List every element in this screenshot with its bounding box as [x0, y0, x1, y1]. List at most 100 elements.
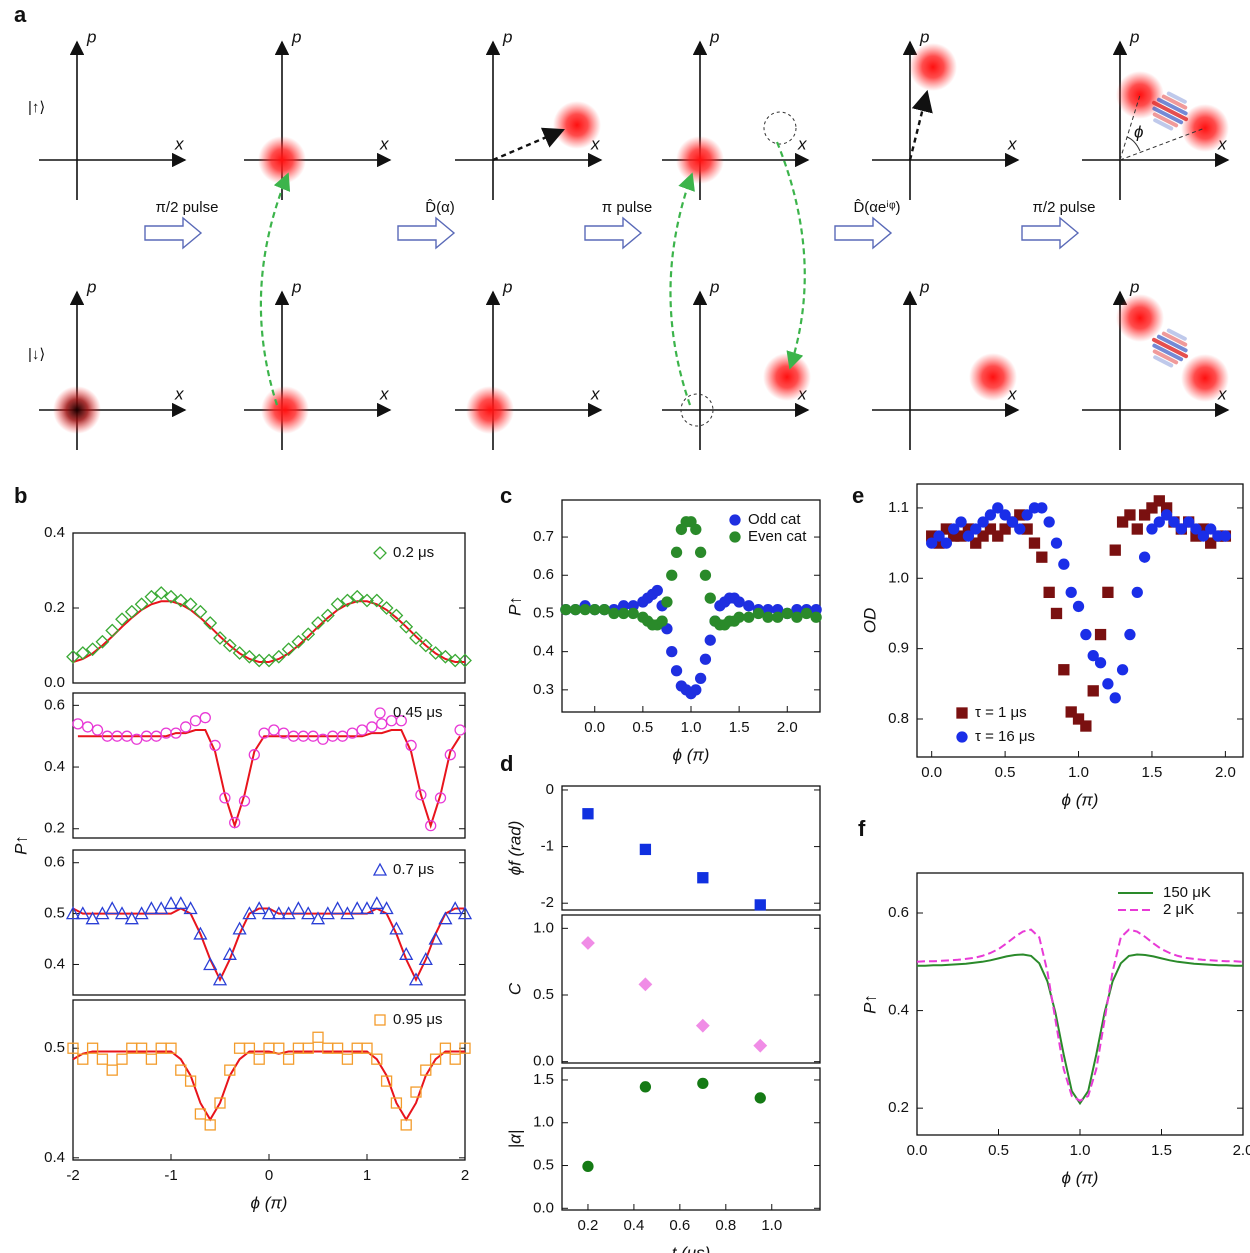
data-point: [1131, 523, 1143, 535]
data-point: [1094, 657, 1107, 669]
fringe: [1152, 343, 1184, 362]
step-arrow: [834, 216, 893, 250]
data-point: [638, 977, 653, 992]
data-point: [762, 611, 774, 623]
data-point: [366, 721, 378, 733]
x-tick-label: 0: [265, 1167, 273, 1184]
data-point: [694, 546, 707, 558]
x-tick-label: 2.0: [777, 719, 798, 736]
data-point: [449, 1053, 461, 1065]
data-point: [661, 596, 673, 608]
data-point: [379, 901, 394, 915]
data-point: [262, 653, 276, 668]
data-point: [268, 724, 280, 736]
data-point: [389, 921, 404, 935]
x-tick-label: 2.0: [1215, 764, 1236, 781]
x-tick-label: 1.5: [1151, 1142, 1172, 1159]
data-point: [1028, 537, 1041, 549]
data-point: [999, 509, 1011, 521]
data-point: [66, 649, 80, 664]
data-point: [1146, 502, 1158, 514]
data-point: [311, 616, 325, 630]
data-point: [85, 642, 100, 657]
data-point: [1094, 628, 1107, 641]
axis-p-label: p: [86, 27, 96, 46]
data-line: [916, 928, 1244, 1102]
data-point: [282, 1053, 295, 1065]
data-point: [1065, 706, 1077, 718]
legend-label: 0.7 μs: [393, 861, 434, 878]
data-point: [1138, 551, 1151, 563]
data-point: [448, 653, 463, 668]
displacement-arrow: [908, 89, 933, 161]
data-point: [743, 600, 755, 612]
y-tick-label: 0.0: [533, 1199, 554, 1216]
data-point: [753, 1038, 768, 1053]
data-point: [1072, 713, 1085, 725]
data-point: [184, 1075, 197, 1087]
data-point: [134, 906, 149, 920]
data-point: [743, 611, 755, 623]
data-point: [439, 1042, 452, 1054]
wavepacket: [553, 101, 601, 149]
data-point: [418, 638, 433, 653]
y-tick-label: -1: [541, 838, 554, 855]
data-point: [350, 901, 365, 915]
x-tick-label: 1: [363, 1167, 371, 1184]
data-point: [948, 523, 960, 535]
axis-p-label: p: [291, 277, 301, 296]
legend-swatch: [372, 862, 388, 876]
data-point: [114, 906, 130, 920]
data-point: [291, 634, 306, 649]
data-point: [82, 721, 94, 733]
data-point: [1036, 502, 1048, 514]
data-point: [1124, 509, 1136, 521]
data-point: [1080, 720, 1092, 732]
data-point: [666, 645, 678, 658]
data-point: [380, 1075, 393, 1087]
data-point: [970, 537, 982, 549]
data-point: [656, 615, 668, 627]
data-point: [209, 739, 221, 752]
data-point: [408, 972, 424, 986]
y-tick-label: 1.5: [533, 1071, 554, 1088]
data-point: [203, 957, 218, 971]
data-point: [639, 1081, 652, 1093]
data-point: [771, 611, 784, 623]
data-point: [389, 608, 404, 623]
legend-label: τ = 16 μs: [975, 728, 1035, 745]
data-point: [359, 901, 375, 915]
data-point: [428, 931, 443, 945]
y-axis-label: P↑: [505, 596, 524, 616]
data-point: [962, 530, 975, 542]
data-point: [569, 603, 582, 616]
wavepacket: [969, 353, 1017, 401]
data-point: [1153, 495, 1165, 507]
data-line: [917, 953, 1243, 1106]
data-point: [222, 638, 237, 653]
transfer-arrow: [669, 172, 695, 406]
data-point: [428, 646, 443, 660]
y-tick-label: 0.4: [44, 758, 65, 775]
data-point: [926, 537, 938, 549]
fit-line: [72, 600, 465, 663]
data-point: [173, 896, 188, 910]
y-tick-label: 0.0: [533, 1053, 554, 1070]
data-point: [415, 789, 427, 801]
fringe: [1161, 94, 1188, 110]
panel-label: f: [858, 816, 866, 841]
data-point: [144, 589, 159, 604]
data-point: [252, 653, 267, 668]
data-point: [459, 1042, 471, 1054]
data-point: [399, 619, 414, 634]
data-point: [690, 523, 702, 536]
data-point: [1058, 558, 1070, 570]
data-point: [340, 906, 355, 920]
data-point: [438, 911, 453, 925]
data-point: [134, 597, 149, 612]
data-point: [617, 607, 630, 620]
y-tick-label: 1.0: [888, 569, 909, 586]
data-point: [699, 653, 712, 665]
data-point: [582, 808, 594, 820]
x-axis-label: ϕ (π): [673, 745, 710, 764]
